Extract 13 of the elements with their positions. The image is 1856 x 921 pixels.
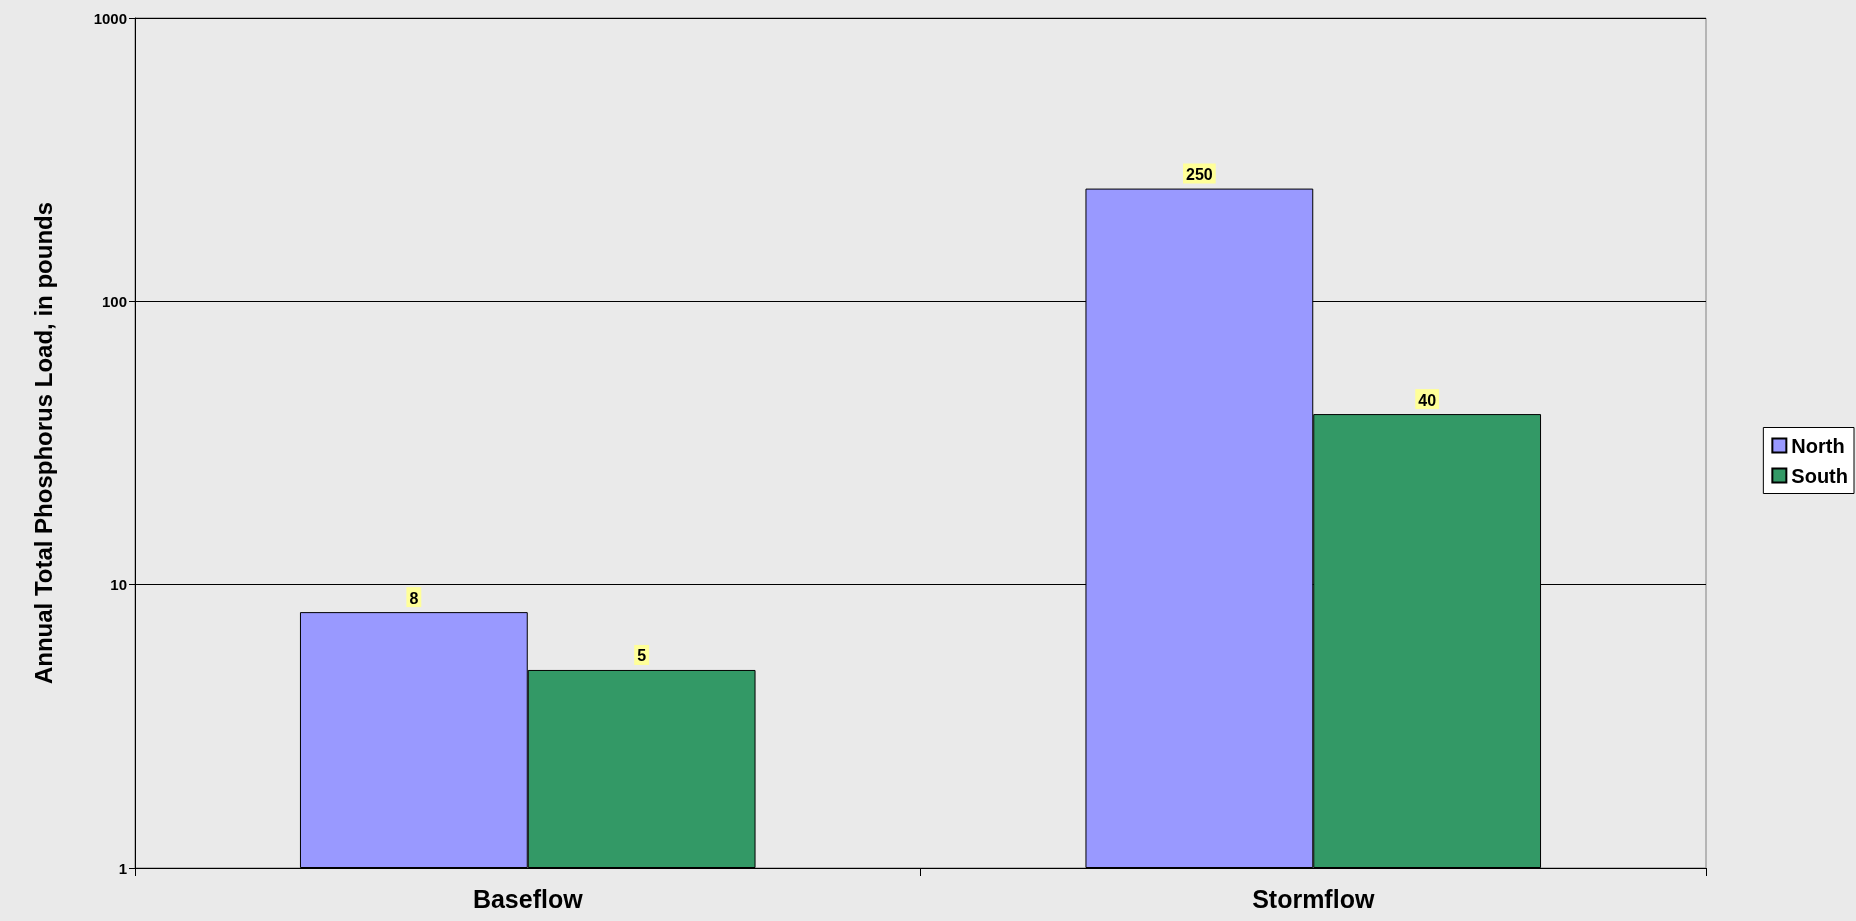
y-tick-label: 1 [118,859,127,877]
data-label: 8 [409,589,419,607]
legend-label: North [1791,434,1845,457]
y-tick-label: 1000 [93,9,127,27]
y-tick-label: 10 [110,576,127,594]
data-label: 250 [1186,166,1213,184]
data-label: 5 [637,647,647,665]
y-tick-label: 100 [101,292,127,310]
y-axis-title: Annual Total Phosphorus Load, in pounds [29,201,57,685]
legend-label: South [1791,464,1849,487]
x-tick-label: Stormflow [1252,884,1375,913]
data-label: 40 [1418,391,1437,409]
x-tick-label: Baseflow [472,884,584,913]
